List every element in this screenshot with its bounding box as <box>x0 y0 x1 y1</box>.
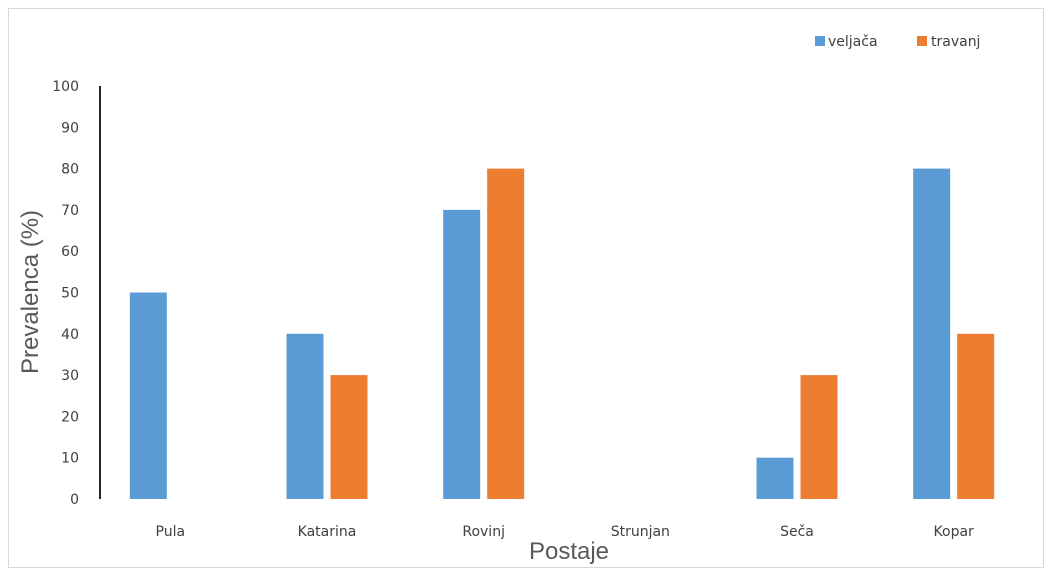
chart-frame <box>8 8 1044 568</box>
bar-pula-veljaca <box>129 292 167 499</box>
bar-rovinj-travanj <box>487 168 525 499</box>
y-tick-label-80: 80 <box>61 162 79 178</box>
category-label-kopar: Kopar <box>934 524 975 540</box>
bar-seca-veljaca <box>756 457 794 499</box>
bar-kopar-travanj <box>957 333 995 499</box>
y-tick-label-20: 20 <box>61 409 79 425</box>
legend-swatch-travanj <box>917 36 927 46</box>
y-tick-label-30: 30 <box>61 368 79 384</box>
bar-katarina-travanj <box>330 375 368 499</box>
category-label-seca: Seča <box>780 524 814 540</box>
category-label-pula: Pula <box>156 524 186 540</box>
y-tick-label-50: 50 <box>61 286 79 302</box>
y-axis-title: Prevalenca (%) <box>17 210 44 374</box>
category-label-strunjan: Strunjan <box>611 524 670 540</box>
legend-label-veljaca: veljača <box>828 34 878 50</box>
y-tick-label-10: 10 <box>61 451 79 467</box>
y-tick-label-0: 0 <box>70 492 79 508</box>
y-tick-label-90: 90 <box>61 120 79 136</box>
x-axis-title: Postaje <box>529 538 609 565</box>
bar-katarina-veljaca <box>286 333 324 499</box>
legend-label-travanj: travanj <box>931 34 980 50</box>
bar-kopar-veljaca <box>913 168 951 499</box>
bar-seca-travanj <box>800 375 838 499</box>
bars <box>129 168 995 499</box>
y-tick-label-60: 60 <box>61 244 79 260</box>
legend-swatch-veljaca <box>815 36 825 46</box>
category-labels: Pula Katarina Rovinj Strunjan Seča Kopar <box>156 524 974 540</box>
category-label-katarina: Katarina <box>298 524 357 540</box>
y-tick-label-100: 100 <box>52 79 79 95</box>
legend: veljača travanj <box>815 34 980 50</box>
y-tick-label-40: 40 <box>61 327 79 343</box>
y-tick-label-70: 70 <box>61 203 79 219</box>
category-label-rovinj: Rovinj <box>462 524 505 540</box>
y-tick-labels: 0 10 20 30 40 50 60 70 80 90 100 <box>52 79 79 508</box>
bar-rovinj-veljaca <box>443 209 481 499</box>
